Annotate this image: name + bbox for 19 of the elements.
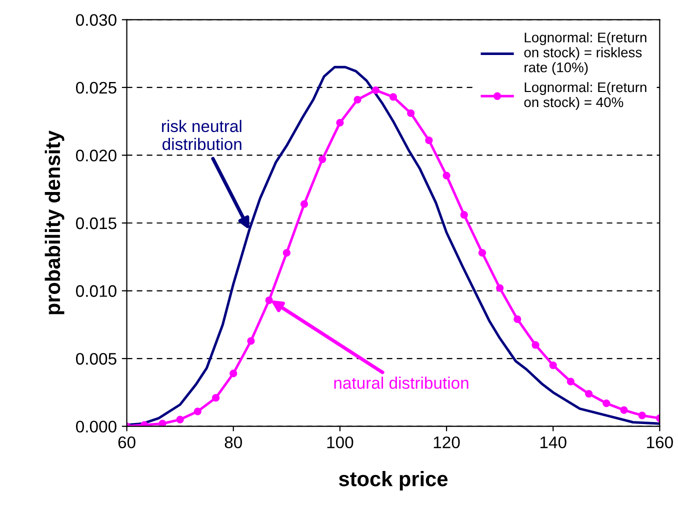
x-tick-label: 60 [118,436,136,448]
y-tick-label: 0.025 [76,82,116,94]
y-tick-label: 0.015 [76,217,116,230]
y-tick-label: 0.020 [76,150,116,162]
x-tick-label: 100 [327,436,354,448]
x-axis-title: stock price [338,471,448,490]
y-tick-label: 0.010 [76,285,116,297]
legend-label: Lognormal: E(return on stock) = riskless rate (10%) [524,32,646,76]
legend-label: Lognormal: E(return on stock) = 40% [524,82,646,110]
x-tick-label: 80 [224,436,242,448]
x-tick-label: 160 [647,436,673,448]
y-tick-label: 0.030 [76,14,116,26]
x-tick-label: 120 [434,436,460,448]
y-tick-label: 0.000 [76,420,116,433]
annotation: natural distribution [334,376,468,389]
y-tick-label: 0.005 [76,352,116,365]
x-tick-label: 140 [540,436,566,448]
y-axis-title: probability density [44,130,64,314]
annotation: risk neutral distribution [162,120,242,150]
